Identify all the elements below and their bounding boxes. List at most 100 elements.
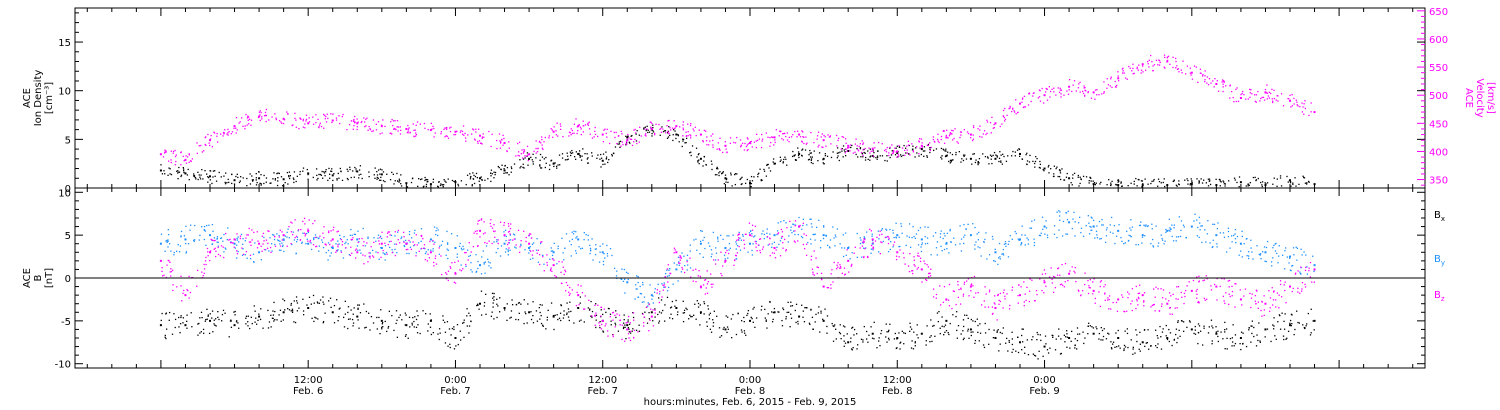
bottom-noise-point (480, 218, 483, 220)
top-noise-point (615, 131, 617, 134)
bottom-noise-point (525, 312, 527, 315)
top-noise-point (580, 128, 582, 130)
top-noise-point (312, 123, 315, 125)
top-noise-point (1157, 64, 1159, 66)
top-noise-point (523, 151, 525, 153)
bottom-noise-point (572, 233, 575, 235)
bottom-noise-point (416, 244, 418, 246)
bottom-noise-point (689, 244, 691, 246)
bottom-noise-point (450, 233, 453, 235)
bottom-noise-point (910, 347, 913, 349)
bottom-noise-point (1300, 273, 1302, 275)
bottom-noise-point (1272, 247, 1274, 249)
bottom-point (209, 251, 211, 254)
top-noise-point (627, 133, 629, 136)
top-noise-point (709, 140, 711, 142)
bottom-noise-point (820, 272, 823, 275)
top-point (969, 133, 972, 136)
bottom-noise-point (428, 257, 431, 259)
top-noise-point (791, 155, 794, 158)
top-noise-point (526, 154, 529, 156)
bottom-noise-point (1021, 349, 1023, 351)
top-noise-point (231, 173, 233, 175)
bottom-noise-point (215, 325, 217, 327)
bottom-noise-point (168, 319, 170, 321)
bottom-noise-point (369, 257, 371, 259)
bottom-noise-point (261, 235, 263, 237)
top-noise-point (248, 118, 251, 120)
bottom-noise-point (1060, 338, 1062, 340)
bottom-noise-point (1131, 226, 1134, 228)
top-point (1043, 167, 1046, 170)
bottom-noise-point (427, 323, 429, 325)
bottom-noise-point (666, 269, 668, 271)
top-noise-point (646, 128, 648, 130)
bottom-noise-point (1293, 333, 1295, 336)
top-noise-point (961, 158, 963, 160)
bottom-noise-point (808, 322, 811, 324)
top-noise-point (991, 162, 993, 165)
bottom-noise-point (580, 319, 582, 321)
bottom-noise-point (365, 326, 367, 329)
top-noise-point (391, 118, 393, 121)
bottom-noise-point (384, 244, 387, 247)
bottom-noise-point (587, 239, 589, 241)
bottom-noise-point (788, 311, 790, 313)
bottom-noise-point (349, 318, 351, 320)
top-noise-point (920, 138, 923, 140)
bottom-noise-point (1241, 256, 1243, 258)
top-noise-point (746, 149, 748, 152)
top-noise-point (1236, 87, 1238, 89)
bottom-noise-point (843, 345, 845, 347)
bottom-noise-point (1139, 350, 1141, 352)
bottom-noise-point (999, 256, 1001, 258)
bottom-point (552, 264, 555, 267)
bottom-noise-point (769, 300, 771, 303)
top-noise-point (711, 168, 713, 171)
bottom-noise-point (493, 318, 495, 320)
top-noise-point (1213, 86, 1215, 88)
top-noise-point (1178, 180, 1180, 182)
bottom-noise-point (733, 264, 735, 266)
bottom-series-1 (159, 210, 1316, 307)
top-noise-point (924, 150, 926, 152)
top-noise-point (1038, 89, 1041, 91)
bottom-noise-point (937, 320, 939, 323)
bottom-point (920, 268, 923, 271)
top-noise-point (691, 145, 694, 147)
bottom-noise-point (450, 334, 452, 336)
bottom-noise-point (583, 308, 586, 310)
top-noise-point (1078, 83, 1080, 85)
top-noise-point (894, 147, 896, 149)
bottom-point (356, 315, 359, 318)
top-noise-point (915, 147, 917, 149)
top-noise-point (1033, 162, 1036, 165)
bottom-noise-point (859, 247, 861, 249)
bottom-noise-point (988, 343, 990, 345)
top-noise-point (1060, 96, 1062, 98)
top-noise-point (573, 123, 576, 125)
bottom-noise-point (743, 320, 745, 323)
bottom-noise-point (318, 250, 320, 252)
top-noise-point (424, 176, 426, 179)
bottom-noise-point (974, 320, 976, 323)
bottom-noise-point (868, 334, 870, 336)
bottom-noise-point (877, 230, 879, 232)
top-noise-point (806, 142, 808, 144)
bottom-noise-point (1303, 251, 1305, 253)
bottom-noise-point (701, 230, 703, 232)
bottom-noise-point (292, 233, 294, 236)
bottom-noise-point (180, 236, 182, 238)
bottom-noise-point (450, 267, 452, 269)
bottom-noise-point (1272, 324, 1274, 326)
top-noise-point (581, 155, 583, 157)
top-noise-point (423, 122, 426, 125)
top-noise-point (977, 160, 979, 163)
bottom-noise-point (391, 251, 394, 254)
top-noise-point (1059, 89, 1062, 91)
top-noise-point (1268, 91, 1271, 93)
top-noise-point (1073, 172, 1076, 174)
top-noise-point (1084, 87, 1086, 89)
bottom-noise-point (456, 253, 459, 255)
bottom-noise-point (837, 266, 839, 268)
